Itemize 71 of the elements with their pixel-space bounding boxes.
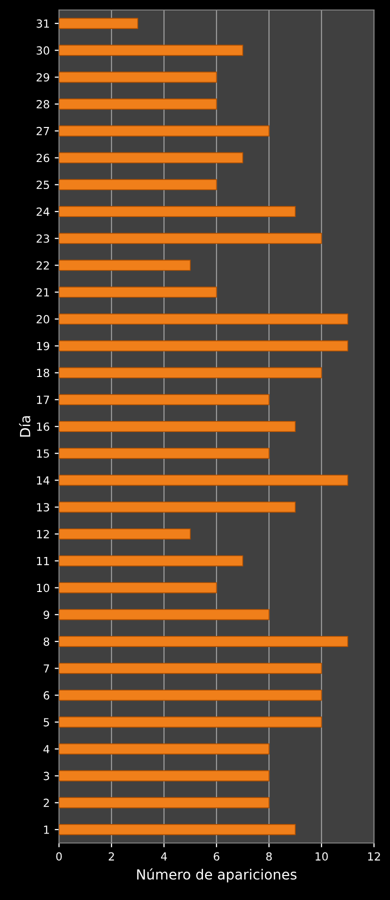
bar (59, 286, 217, 298)
y-tick-label: 23 (36, 234, 50, 243)
bar (59, 448, 270, 459)
x-tick-label: 12 (368, 852, 380, 860)
bar (59, 770, 270, 782)
y-tick-label: 22 (36, 261, 49, 270)
y-tick-label: 28 (36, 100, 50, 108)
x-tick-label: 10 (316, 852, 328, 861)
bar (59, 662, 322, 674)
y-tick-label: 1 (44, 826, 49, 834)
x-tick-label: 6 (214, 852, 220, 861)
y-tick-label: 9 (44, 610, 50, 619)
y-tick-label: 8 (44, 637, 50, 646)
x-tick-label: 4 (161, 852, 167, 860)
bar (59, 716, 322, 728)
y-tick-label: 6 (44, 691, 50, 700)
bar (59, 420, 296, 432)
y-tick-label: 30 (36, 46, 50, 55)
bar (59, 636, 348, 647)
y-tick-label: 5 (44, 718, 49, 726)
bar (59, 232, 322, 244)
bar (59, 152, 244, 164)
bar (59, 743, 270, 754)
bar (59, 394, 270, 406)
y-tick-label: 25 (36, 180, 49, 190)
y-tick-label: 4 (43, 745, 50, 754)
x-tick-label: 0 (56, 852, 62, 861)
y-tick-label: 12 (37, 530, 49, 538)
bar (59, 528, 191, 540)
y-tick-label: 21 (36, 288, 49, 296)
y-tick-label: 14 (37, 476, 50, 484)
bar (59, 72, 217, 83)
y-tick-label: 16 (37, 422, 50, 431)
bar (59, 313, 348, 325)
y-tick-label: 19 (37, 342, 50, 350)
bar (59, 474, 348, 486)
y-tick-label: 13 (37, 503, 50, 512)
bar (59, 367, 322, 378)
y-tick-label: 29 (36, 73, 50, 82)
bar (59, 555, 244, 566)
bar (59, 206, 296, 218)
y-axis-title: Día (19, 416, 30, 437)
y-tick-label: 17 (37, 396, 50, 404)
bar (59, 125, 270, 136)
y-tick-label: 18 (37, 368, 50, 378)
x-tick-label: 2 (108, 852, 114, 860)
y-tick-label: 2 (44, 798, 49, 807)
bar (59, 582, 217, 594)
y-tick-label: 24 (36, 208, 50, 216)
y-tick-label: 11 (37, 556, 49, 566)
bar (59, 690, 322, 701)
x-axis-title: Número de apariciones (137, 868, 296, 882)
bar (59, 260, 191, 271)
bar (59, 179, 217, 190)
y-tick-label: 20 (36, 314, 50, 324)
bar (59, 44, 244, 56)
bar (59, 18, 138, 29)
y-tick-label: 3 (44, 772, 50, 780)
bar (59, 502, 296, 513)
y-tick-label: 15 (37, 449, 49, 458)
bar (59, 609, 270, 620)
y-tick-label: 26 (36, 154, 50, 162)
y-tick-label: 10 (37, 584, 50, 592)
bar (59, 98, 217, 110)
y-tick-label: 27 (36, 126, 50, 136)
bar (59, 797, 270, 808)
y-tick-label: 31 (36, 19, 49, 28)
bar (59, 824, 296, 836)
bar (59, 340, 348, 352)
x-tick-label: 8 (266, 852, 272, 861)
y-tick-label: 7 (44, 664, 50, 673)
